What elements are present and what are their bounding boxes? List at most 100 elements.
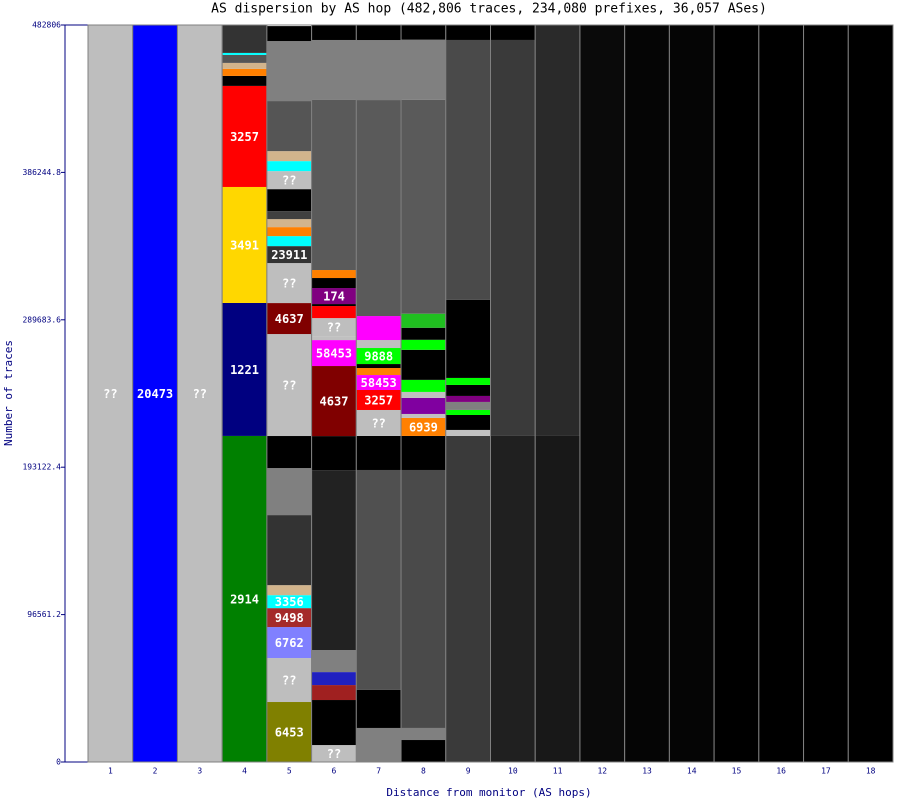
segment <box>356 689 402 728</box>
y-tick-label: 289683.6 <box>22 315 61 324</box>
segment-label: ?? <box>282 379 296 393</box>
segment <box>535 25 580 436</box>
segment-label: 3257 <box>364 393 393 407</box>
segment-label: 3257 <box>230 130 259 144</box>
segment <box>445 395 491 402</box>
x-tick-label: 12 <box>597 767 607 776</box>
x-tick-label: 5 <box>287 767 292 776</box>
segment <box>266 595 312 609</box>
segment <box>311 39 357 100</box>
segment <box>311 672 357 686</box>
segment <box>266 263 312 304</box>
segment <box>266 585 312 596</box>
segment <box>222 85 267 187</box>
y-tick-label: 96561.2 <box>27 610 61 619</box>
segment <box>266 515 312 586</box>
segment <box>311 270 357 279</box>
segment <box>401 24 446 40</box>
x-tick-label: 16 <box>776 767 786 776</box>
segment <box>445 384 491 396</box>
segment <box>311 306 357 319</box>
segment-label: 2914 <box>230 592 259 606</box>
segment <box>266 26 312 42</box>
segment <box>490 25 536 40</box>
segment <box>356 409 402 436</box>
y-tick-label: 386244.8 <box>22 168 61 177</box>
x-tick-label: 15 <box>732 767 742 776</box>
segment <box>356 375 402 390</box>
segment-label: 6453 <box>275 726 304 740</box>
segment <box>401 379 446 392</box>
segment <box>311 288 357 305</box>
x-tick-label: 3 <box>197 767 202 776</box>
column-border <box>847 24 894 763</box>
x-tick-label: 9 <box>466 767 471 776</box>
segment <box>356 340 402 349</box>
segment <box>445 299 491 378</box>
segment <box>758 25 804 762</box>
segment <box>132 25 178 762</box>
segment-label: ?? <box>193 387 207 401</box>
segment <box>714 25 759 762</box>
segment <box>401 327 446 340</box>
segment <box>401 727 446 741</box>
segment <box>266 211 312 220</box>
segment <box>222 54 267 63</box>
segment-label: 174 <box>323 290 345 304</box>
segment <box>311 99 357 271</box>
segment <box>490 435 536 762</box>
segment <box>356 368 402 376</box>
segment <box>624 25 670 762</box>
segment <box>222 24 267 53</box>
segment <box>401 469 446 728</box>
segment <box>401 391 446 398</box>
segment <box>401 39 446 100</box>
segment <box>266 151 312 162</box>
segment <box>401 417 446 436</box>
segment-label: 1221 <box>230 363 259 377</box>
segment <box>266 303 312 335</box>
segment-label: ?? <box>282 277 296 291</box>
x-tick-label: 18 <box>866 767 876 776</box>
segment-label: 4637 <box>275 312 304 326</box>
x-tick-label: 8 <box>421 767 426 776</box>
x-tick-label: 6 <box>332 767 337 776</box>
segment <box>356 727 402 762</box>
segment <box>669 25 715 762</box>
segment <box>266 101 312 152</box>
segment <box>311 25 357 40</box>
segment-label: 3356 <box>275 595 304 609</box>
segment <box>311 700 357 746</box>
segment <box>803 25 849 762</box>
segment <box>579 25 625 762</box>
segment <box>222 52 267 55</box>
segment-label: 6762 <box>275 636 304 650</box>
segment <box>222 186 267 303</box>
segment-label: 9498 <box>275 611 304 625</box>
segment <box>266 658 312 703</box>
segment <box>222 302 267 436</box>
segment <box>356 364 402 369</box>
segment <box>401 99 446 314</box>
segment-label: 58453 <box>361 376 397 390</box>
segment <box>311 340 357 367</box>
segment <box>445 401 491 410</box>
segment <box>222 75 267 86</box>
segment <box>356 435 402 470</box>
segment-label: ?? <box>327 747 341 761</box>
segment <box>266 334 312 437</box>
segment-label: ?? <box>282 674 296 688</box>
segment <box>401 349 446 380</box>
segment <box>222 435 267 762</box>
segment <box>266 246 312 264</box>
segment-label: 6939 <box>409 420 438 434</box>
segment <box>445 435 491 762</box>
segment <box>401 740 446 762</box>
segment-label: ?? <box>282 174 296 188</box>
segment <box>356 100 402 317</box>
segment <box>266 171 312 190</box>
chart-title: AS dispersion by AS hop (482,806 traces,… <box>211 2 767 17</box>
segment <box>222 62 267 69</box>
x-tick-label: 1 <box>108 767 113 776</box>
